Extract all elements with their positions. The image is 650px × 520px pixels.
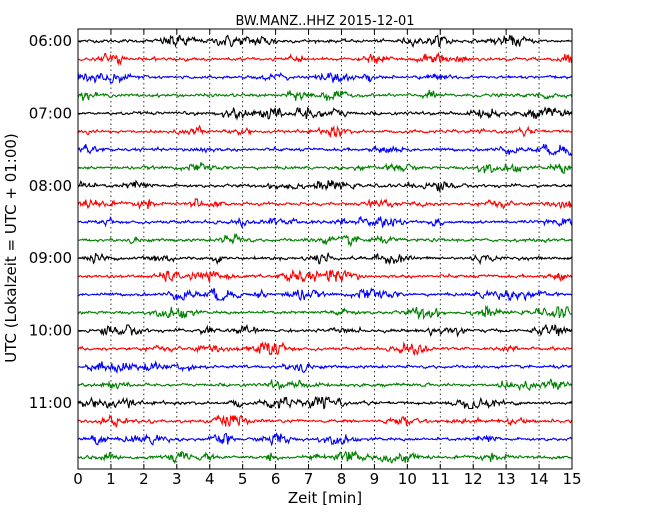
trace-line — [77, 449, 573, 465]
x-tick-label: 8 — [337, 470, 347, 488]
trace-line — [77, 341, 573, 356]
y-tick-label: 10:00 — [29, 322, 72, 340]
trace-line — [77, 106, 573, 121]
plot-frame — [77, 28, 573, 470]
x-tick-label: 9 — [370, 470, 380, 488]
trace-line — [77, 323, 573, 338]
trace-line — [77, 252, 573, 266]
y-tick-label: 06:00 — [29, 32, 72, 50]
chart-title: BW.MANZ..HHZ 2015-12-01 — [235, 14, 414, 29]
x-tick-label: 4 — [205, 470, 215, 488]
y-tick-labels: 06:00 07:00 08:00 09:00 10:00 11:00 — [29, 32, 72, 412]
trace-line — [77, 232, 573, 248]
x-tick-label: 15 — [562, 470, 581, 488]
trace-line — [77, 143, 573, 157]
trace-line — [77, 89, 573, 102]
x-tick-labels: 0 1 2 3 4 5 6 7 8 9 10 11 12 13 14 15 — [73, 470, 581, 488]
y-tick-label: 11:00 — [29, 394, 72, 412]
x-axis-label: Zeit [min] — [288, 489, 362, 507]
trace-line — [77, 34, 573, 48]
x-tick-label: 0 — [73, 470, 83, 488]
trace-line — [77, 162, 572, 174]
trace-line — [77, 216, 573, 229]
trace-line — [77, 51, 573, 66]
x-tick-label: 2 — [139, 470, 149, 488]
trace-line — [77, 304, 573, 321]
trace-line — [77, 414, 573, 429]
trace-line — [77, 378, 573, 392]
axis-ticks — [77, 29, 573, 469]
x-tick-label: 13 — [497, 470, 516, 488]
trace-line — [77, 198, 573, 210]
trace-line — [77, 287, 573, 302]
trace-line — [77, 268, 573, 284]
grid-lines — [110, 29, 540, 469]
x-tick-label: 3 — [172, 470, 182, 488]
trace-line — [77, 432, 573, 447]
x-tick-label: 11 — [431, 470, 450, 488]
y-tick-label: 09:00 — [29, 249, 72, 267]
x-tick-label: 10 — [398, 470, 417, 488]
x-tick-label: 12 — [464, 470, 483, 488]
y-tick-label: 07:00 — [29, 104, 72, 122]
x-tick-label: 7 — [304, 470, 314, 488]
trace-line — [77, 360, 573, 374]
y-axis-label: UTC (Lokalzeit = UTC + 01:00) — [2, 133, 20, 363]
x-tick-label: 5 — [238, 470, 248, 488]
trace-line — [77, 179, 573, 194]
x-tick-label: 1 — [106, 470, 116, 488]
trace-line — [77, 71, 573, 85]
trace-lines — [77, 34, 573, 465]
trace-line — [77, 395, 573, 410]
x-tick-label: 6 — [271, 470, 281, 488]
x-tick-label: 14 — [530, 470, 549, 488]
y-tick-label: 08:00 — [29, 177, 72, 195]
trace-line — [77, 124, 573, 138]
